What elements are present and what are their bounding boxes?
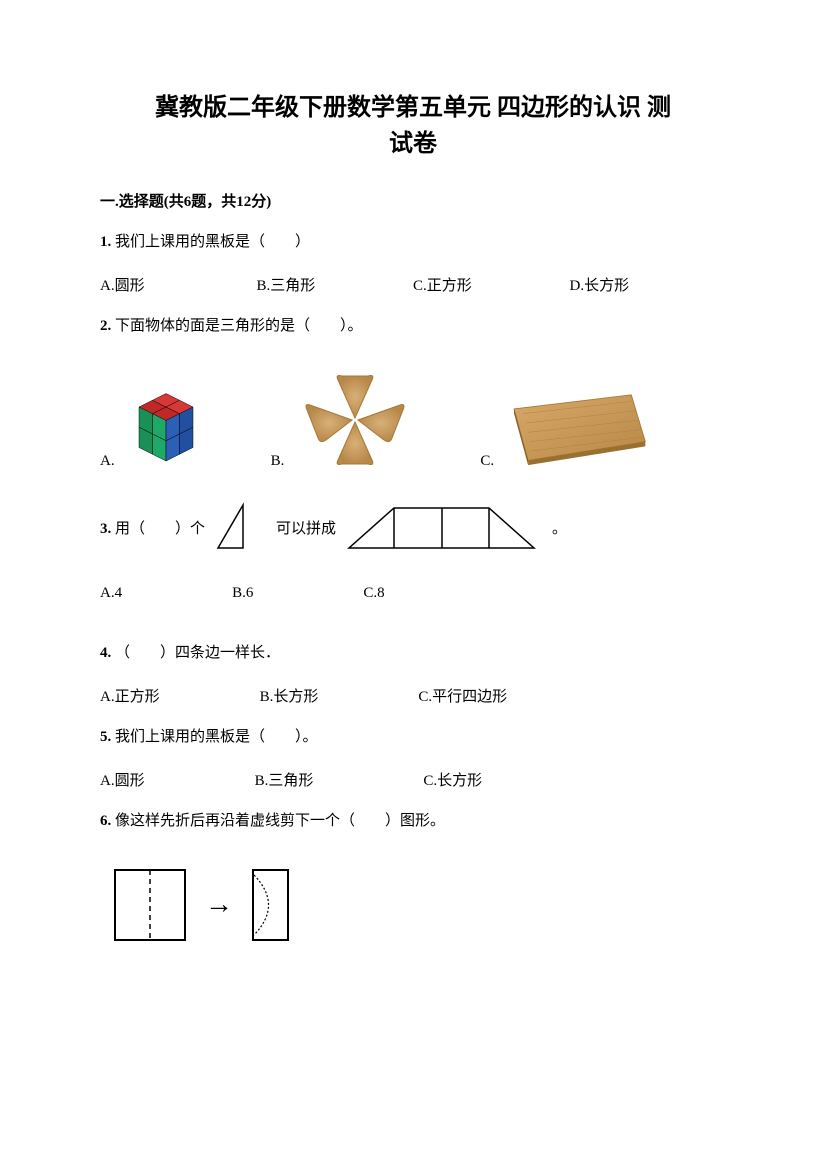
q4-text: （ ）四条边一样长． (115, 645, 280, 661)
q3-middle: 可以拼成 (276, 517, 336, 538)
half-rect-cut-icon (248, 865, 293, 945)
question-2: 2. 下面物体的面是三角形的是（ ）。 (100, 313, 726, 340)
q3-suffix: 。 (552, 517, 567, 538)
question-3: 3. 用（ ）个 可以拼成 。 (100, 500, 726, 555)
q4-opt-b: B.长方形 (260, 685, 319, 706)
q4-number: 4. (100, 645, 115, 661)
q2-text: 下面物体的面是三角形的是（ ）。 (115, 318, 363, 334)
q5-text: 我们上课用的黑板是（ ）。 (115, 729, 318, 745)
q1-number: 1. (100, 234, 115, 250)
q1-text: 我们上课用的黑板是（ ） (115, 234, 310, 250)
q5-opt-c: C.长方形 (423, 769, 482, 790)
q3-prefix: 用（ ）个 (115, 521, 205, 537)
q2-opt-c-container: C. (480, 390, 650, 470)
page-title: 冀教版二年级下册数学第五单元 四边形的认识 测试卷 (100, 90, 726, 162)
cutting-board-icon (500, 390, 650, 470)
q2-opt-c-label: C. (480, 453, 494, 470)
q4-opt-c: C.平行四边形 (418, 685, 507, 706)
q1-opt-b: B.三角形 (257, 274, 414, 295)
q1-opt-d: D.长方形 (570, 274, 727, 295)
q3-opt-a: A.4 (100, 585, 122, 602)
arrow-icon: → (205, 889, 233, 921)
right-triangle-icon (213, 500, 268, 555)
q2-opt-a-container: A. (100, 380, 211, 470)
folded-square-icon (110, 865, 190, 945)
q1-opt-a: A.圆形 (100, 274, 257, 295)
trapezoid-shape-icon (344, 500, 544, 555)
question-6: 6. 像这样先折后再沿着虚线剪下一个（ ）图形。 (100, 808, 726, 835)
q4-options: A.正方形 B.长方形 C.平行四边形 (100, 685, 726, 706)
q5-opt-a: A.圆形 (100, 769, 145, 790)
q3-options: A.4 B.6 C.8 (100, 585, 726, 602)
q3-opt-c: C.8 (363, 585, 384, 602)
q6-text: 像这样先折后再沿着虚线剪下一个（ ）图形。 (115, 813, 445, 829)
q6-number: 6. (100, 813, 115, 829)
question-4: 4. （ ）四条边一样长． (100, 640, 726, 667)
section-header: 一.选择题(共6题，共12分) (100, 190, 726, 211)
q1-opt-c: C.正方形 (413, 274, 570, 295)
q2-opt-a-label: A. (100, 453, 115, 470)
q4-opt-a: A.正方形 (100, 685, 160, 706)
q6-diagram: → (110, 865, 726, 945)
q2-opt-b-container: B. (271, 370, 421, 470)
question-5: 5. 我们上课用的黑板是（ ）。 (100, 724, 726, 751)
q5-opt-b: B.三角形 (255, 769, 314, 790)
q2-number: 2. (100, 318, 115, 334)
rubiks-cube-icon (121, 380, 211, 470)
q3-opt-b: B.6 (232, 585, 253, 602)
question-1: 1. 我们上课用的黑板是（ ） (100, 229, 726, 256)
q5-number: 5. (100, 729, 115, 745)
q2-opt-b-label: B. (271, 453, 285, 470)
triangle-cookies-icon (290, 370, 420, 470)
q2-options: A. B. (100, 370, 726, 470)
q5-options: A.圆形 B.三角形 C.长方形 (100, 769, 726, 790)
q3-number: 3. (100, 521, 115, 537)
q1-options: A.圆形 B.三角形 C.正方形 D.长方形 (100, 274, 726, 295)
